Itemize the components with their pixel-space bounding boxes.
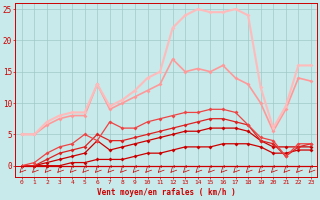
X-axis label: Vent moyen/en rafales ( km/h ): Vent moyen/en rafales ( km/h ): [97, 188, 236, 197]
